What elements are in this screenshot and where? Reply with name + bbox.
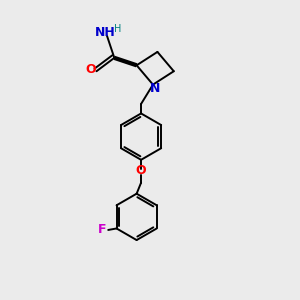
Text: N: N: [150, 82, 161, 95]
Text: F: F: [98, 224, 106, 236]
Text: H: H: [114, 24, 121, 34]
Text: O: O: [136, 164, 146, 177]
Text: O: O: [86, 63, 97, 76]
Text: NH: NH: [95, 26, 116, 38]
